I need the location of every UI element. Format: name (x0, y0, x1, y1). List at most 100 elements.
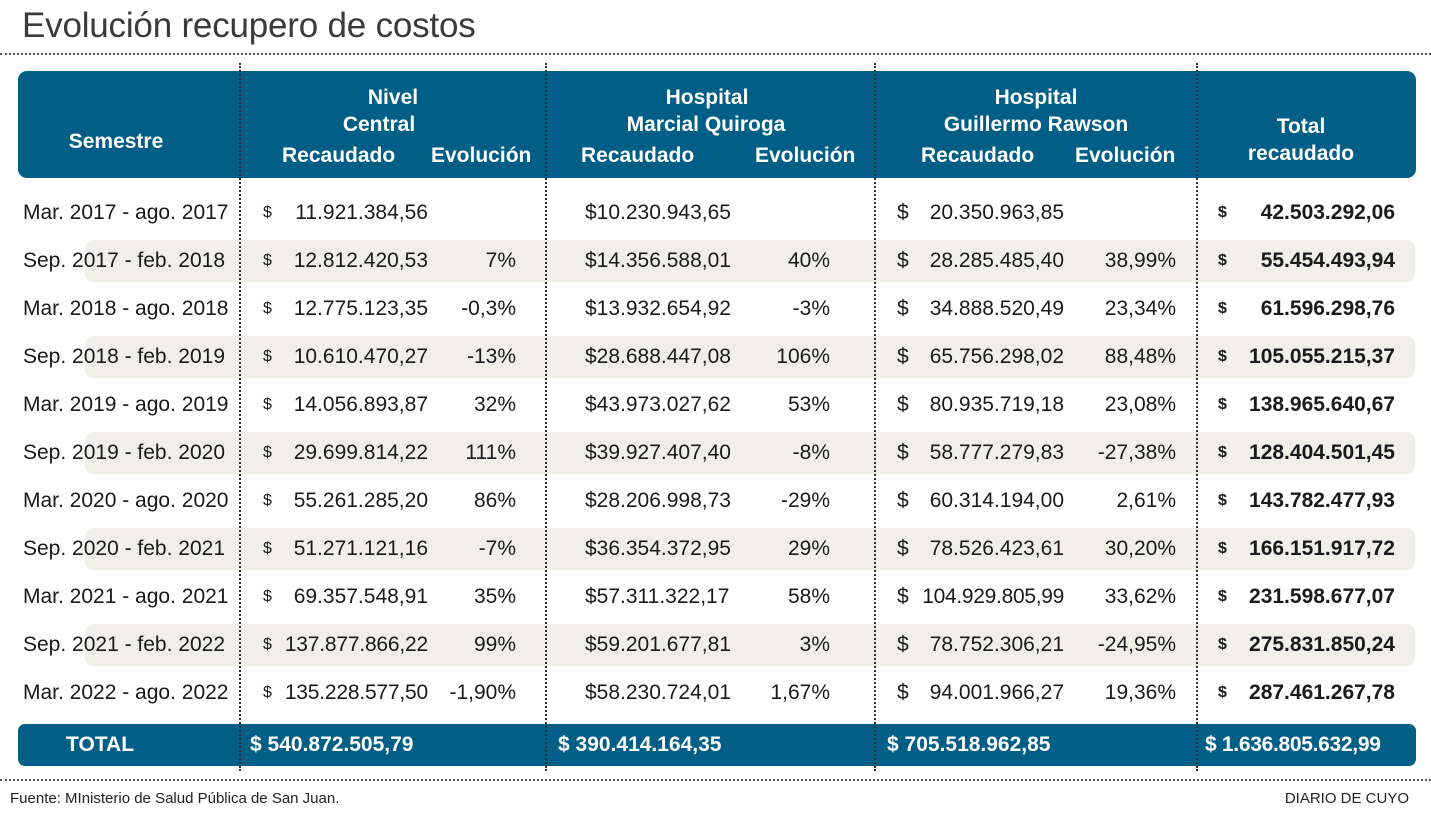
cell-gr-evolucion: 23,08% (1104, 393, 1176, 416)
cell-gr-recaudado: 78.526.423,61 (929, 537, 1064, 560)
cell-nc-currency: $ (263, 300, 272, 317)
cell-gr-evolucion: -27,38% (1097, 441, 1176, 464)
cell-total-recaudado: 231.598.677,07 (1249, 585, 1395, 608)
cell-semestre: Mar. 2020 - ago. 2020 (23, 489, 229, 512)
cell-semestre: Sep. 2021 - feb. 2022 (23, 633, 225, 656)
cell-nc-currency: $ (263, 348, 272, 365)
table-row: Sep. 2019 - feb. 2020 $29.699.814,22 111% $… (0, 432, 1431, 474)
cell-total-recaudado: 138.965.640,67 (1249, 393, 1395, 416)
header-marcial-quiroga-line1: Hospital (665, 86, 749, 109)
cell-nc-recaudado: 137.877.866,22 (284, 633, 428, 656)
cell-nc-currency: $ (263, 396, 272, 413)
cell-gr-currency: $ (897, 681, 909, 704)
cell-nc-currency: $ (263, 636, 272, 653)
row-stripe (85, 528, 1415, 570)
cell-total-currency: $ (1218, 444, 1227, 461)
totals-label: TOTAL (66, 733, 135, 756)
cell-gr-recaudado: 34.888.520,49 (929, 297, 1064, 320)
cell-mq-recaudado: $43.973.027,62 (585, 393, 731, 416)
cell-nc-recaudado: 29.699.814,22 (293, 441, 428, 464)
cell-nc-evolucion: 35% (473, 585, 516, 608)
row-stripe (85, 336, 1415, 378)
header-marcial-quiroga-line2: Marcial Quiroga (626, 113, 786, 136)
table-row: Mar. 2017 - ago. 2017 $11.921.384,56 $10.2… (0, 192, 1431, 234)
cell-nc-recaudado: 10.610.470,27 (293, 345, 428, 368)
cell-mq-recaudado: $10.230.943,65 (585, 201, 731, 224)
cell-semestre: Sep. 2018 - feb. 2019 (23, 345, 225, 368)
totals-total-recaudado: $ 1.636.805.632,99 (1205, 733, 1381, 756)
cell-mq-recaudado: $36.354.372,95 (585, 537, 731, 560)
cell-semestre: Sep. 2020 - feb. 2021 (23, 537, 225, 560)
cell-semestre: Mar. 2022 - ago. 2022 (23, 681, 229, 704)
table-row: Mar. 2018 - ago. 2018 $12.775.123,35 -0,3%… (0, 288, 1431, 330)
cell-total-currency: $ (1218, 300, 1227, 317)
cell-total-recaudado: 275.831.850,24 (1249, 633, 1395, 656)
cell-nc-currency: $ (263, 492, 272, 509)
cell-nc-evolucion: -0,3% (461, 297, 516, 320)
totals-nivel-central: $ 540.872.505,79 (250, 733, 414, 756)
cell-gr-evolucion: 33,62% (1104, 585, 1176, 608)
cell-nc-evolucion: 99% (473, 633, 516, 656)
cell-nc-evolucion: -7% (478, 537, 516, 560)
cell-mq-evolucion: -3% (792, 297, 830, 320)
cell-gr-currency: $ (897, 201, 909, 224)
cell-nc-recaudado: 51.271.121,16 (293, 537, 428, 560)
header-gr-recaudado: Recaudado (921, 144, 1035, 167)
cell-mq-recaudado: $59.201.677,81 (585, 633, 731, 656)
cell-total-recaudado: 143.782.477,93 (1249, 489, 1395, 512)
table-row: Mar. 2020 - ago. 2020 $55.261.285,20 86% $2… (0, 480, 1431, 522)
cell-mq-evolucion: 53% (787, 393, 830, 416)
header-guillermo-rawson-line1: Hospital (994, 86, 1078, 109)
cell-semestre: Mar. 2017 - ago. 2017 (23, 201, 229, 224)
column-separator (1196, 63, 1198, 771)
cell-semestre: Sep. 2017 - feb. 2018 (23, 249, 225, 272)
cell-total-currency: $ (1218, 636, 1227, 653)
cell-mq-recaudado: $57.311.322,17 (585, 585, 730, 608)
cell-nc-recaudado: 12.775.123,35 (293, 297, 428, 320)
cell-semestre: Sep. 2019 - feb. 2020 (23, 441, 225, 464)
cell-nc-evolucion: 32% (473, 393, 516, 416)
cell-gr-recaudado: 58.777.279,83 (929, 441, 1064, 464)
cell-total-currency: $ (1218, 492, 1227, 509)
column-separator (545, 63, 547, 771)
cell-total-recaudado: 287.461.267,78 (1249, 681, 1395, 704)
cell-gr-evolucion: 38,99% (1104, 249, 1176, 272)
cell-mq-recaudado: $14.356.588,01 (585, 249, 731, 272)
cell-total-currency: $ (1218, 540, 1227, 557)
cell-total-recaudado: 55.454.493,94 (1260, 249, 1395, 272)
cell-gr-evolucion: 2,61% (1116, 489, 1176, 512)
cell-gr-recaudado: 65.756.298,02 (929, 345, 1064, 368)
cell-gr-currency: $ (897, 633, 909, 656)
cell-gr-evolucion: 19,36% (1104, 681, 1176, 704)
cell-mq-recaudado: $13.932.654,92 (585, 297, 731, 320)
cell-total-recaudado: 42.503.292,06 (1260, 201, 1395, 224)
source-note: Fuente: MInisterio de Salud Pública de S… (10, 790, 340, 807)
table-row: Mar. 2019 - ago. 2019 $14.056.893,87 32% $4… (0, 384, 1431, 426)
table-row: Mar. 2022 - ago. 2022 $135.228.577,50 -1,9… (0, 672, 1431, 714)
cell-gr-currency: $ (897, 489, 909, 512)
cell-total-recaudado: 105.055.215,37 (1249, 345, 1395, 368)
cell-gr-currency: $ (897, 345, 909, 368)
cell-nc-evolucion: -1,90% (449, 681, 516, 704)
header-nivel-central-line2: Central (342, 113, 416, 136)
cell-total-currency: $ (1218, 204, 1227, 221)
cell-gr-recaudado: 28.285.485,40 (929, 249, 1064, 272)
cell-mq-recaudado: $28.688.447,08 (585, 345, 731, 368)
cell-total-currency: $ (1218, 396, 1227, 413)
cell-nc-evolucion: -13% (466, 345, 516, 368)
bottom-dotted-divider (0, 779, 1431, 781)
column-separator (239, 63, 241, 771)
cell-total-currency: $ (1218, 252, 1227, 269)
table-row: Sep. 2018 - feb. 2019 $10.610.470,27 -13% $… (0, 336, 1431, 378)
cell-gr-recaudado: 80.935.719,18 (929, 393, 1064, 416)
cell-mq-evolucion: 1,67% (770, 681, 830, 704)
cell-mq-evolucion: -29% (780, 489, 830, 512)
cell-total-currency: $ (1218, 588, 1227, 605)
cell-nc-recaudado: 69.357.548,91 (293, 585, 428, 608)
cell-nc-currency: $ (263, 540, 272, 557)
cell-nc-recaudado: 11.921.384,56 (295, 201, 428, 224)
totals-marcial-quiroga: $ 390.414.164,35 (558, 733, 722, 756)
cell-total-recaudado: 166.151.917,72 (1249, 537, 1395, 560)
publisher-credit: DIARIO DE CUYO (1284, 790, 1409, 807)
page-title: Evolución recupero de costos (22, 6, 476, 45)
